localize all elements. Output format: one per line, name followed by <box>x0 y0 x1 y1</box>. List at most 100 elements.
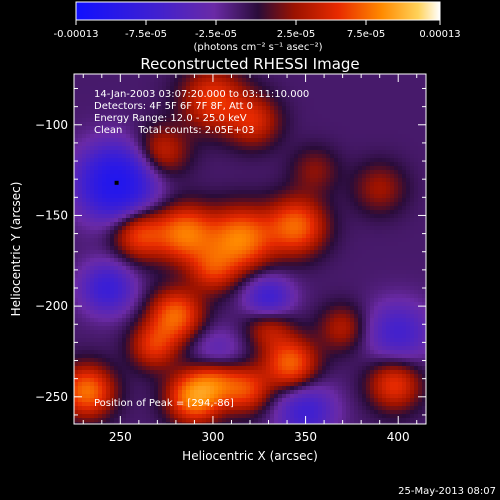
heatmap-cell <box>282 98 286 102</box>
heatmap-cell <box>414 198 418 202</box>
heatmap-cell <box>194 274 198 278</box>
heatmap-cell <box>250 178 254 182</box>
heatmap-cell <box>290 102 294 106</box>
heatmap-cell <box>74 94 78 98</box>
heatmap-cell <box>330 154 334 158</box>
heatmap-cell <box>286 166 290 170</box>
heatmap-cell <box>90 210 94 214</box>
heatmap-cell <box>386 226 390 230</box>
heatmap-cell <box>374 254 378 258</box>
heatmap-cell <box>214 106 218 110</box>
heatmap-cell <box>202 290 206 294</box>
heatmap-cell <box>82 98 86 102</box>
heatmap-cell <box>166 94 170 98</box>
heatmap-cell <box>306 238 310 242</box>
heatmap-cell <box>326 102 330 106</box>
heatmap-cell <box>270 258 274 262</box>
heatmap-cell <box>166 290 170 294</box>
heatmap-cell <box>394 110 398 114</box>
heatmap-cell <box>74 166 78 170</box>
heatmap-cell <box>270 206 274 210</box>
heatmap-cell <box>166 258 170 262</box>
heatmap-cell <box>150 166 154 170</box>
colorbar-tick-label: 2.5e-05 <box>277 29 315 40</box>
heatmap-cell <box>282 278 286 282</box>
heatmap-cell <box>390 198 394 202</box>
heatmap-cell <box>418 270 422 274</box>
heatmap-cell <box>310 110 314 114</box>
heatmap-cell <box>122 154 126 158</box>
heatmap-cell <box>162 94 166 98</box>
heatmap-cell <box>378 102 382 106</box>
heatmap-cell <box>102 110 106 114</box>
heatmap-cell <box>74 138 78 142</box>
heatmap-cell <box>266 214 270 218</box>
heatmap-cell <box>250 138 254 142</box>
heatmap-cell <box>74 242 78 246</box>
heatmap-cell <box>302 182 306 186</box>
heatmap-cell <box>334 166 338 170</box>
heatmap-cell <box>94 214 98 218</box>
heatmap-cell <box>218 130 222 134</box>
heatmap-cell <box>402 286 406 290</box>
heatmap-cell <box>298 118 302 122</box>
heatmap-cell <box>106 238 110 242</box>
heatmap-cell <box>126 226 130 230</box>
heatmap-cell <box>306 250 310 254</box>
heatmap-cell <box>202 98 206 102</box>
heatmap-cell <box>406 154 410 158</box>
heatmap-cell <box>378 210 382 214</box>
heatmap-cell <box>234 110 238 114</box>
heatmap-cell <box>286 206 290 210</box>
heatmap-cell <box>234 286 238 290</box>
heatmap-cell <box>190 226 194 230</box>
heatmap-cell <box>126 282 130 286</box>
heatmap-cell <box>130 178 134 182</box>
heatmap-cell <box>274 194 278 198</box>
heatmap-cell <box>370 74 374 78</box>
heatmap-cell <box>182 274 186 278</box>
heatmap-cell <box>158 194 162 198</box>
heatmap-cell <box>222 250 226 254</box>
heatmap-cell <box>182 78 186 82</box>
heatmap-cell <box>246 122 250 126</box>
heatmap-cell <box>358 158 362 162</box>
heatmap-cell <box>226 238 230 242</box>
heatmap-cell <box>362 178 366 182</box>
heatmap-cell <box>254 150 258 154</box>
heatmap-cell <box>218 222 222 226</box>
heatmap-cell <box>350 166 354 170</box>
heatmap-cell <box>126 270 130 274</box>
heatmap-cell <box>214 74 218 78</box>
heatmap-cell <box>146 210 150 214</box>
heatmap-cell <box>358 94 362 98</box>
heatmap-cell <box>178 266 182 270</box>
heatmap-cell <box>230 230 234 234</box>
heatmap-cell <box>402 238 406 242</box>
heatmap-cell <box>298 226 302 230</box>
heatmap-cell <box>358 182 362 186</box>
heatmap-cell <box>418 214 422 218</box>
heatmap-cell <box>314 186 318 190</box>
heatmap-cell <box>278 190 282 194</box>
heatmap-cell <box>234 298 238 302</box>
heatmap-cell <box>90 162 94 166</box>
heatmap-cell <box>194 150 198 154</box>
heatmap-cell <box>330 82 334 86</box>
heatmap-cell <box>302 102 306 106</box>
heatmap-cell <box>198 106 202 110</box>
heatmap-cell <box>278 166 282 170</box>
heatmap-cell <box>402 170 406 174</box>
heatmap-cell <box>182 150 186 154</box>
heatmap-cell <box>78 74 82 78</box>
heatmap-cell <box>130 90 134 94</box>
heatmap-cell <box>290 270 294 274</box>
heatmap-cell <box>362 226 366 230</box>
heatmap-cell <box>354 210 358 214</box>
heatmap-cell <box>418 266 422 270</box>
heatmap-cell <box>246 198 250 202</box>
heatmap-cell <box>242 186 246 190</box>
heatmap-cell <box>326 110 330 114</box>
heatmap-cell <box>310 190 314 194</box>
heatmap-cell <box>186 170 190 174</box>
